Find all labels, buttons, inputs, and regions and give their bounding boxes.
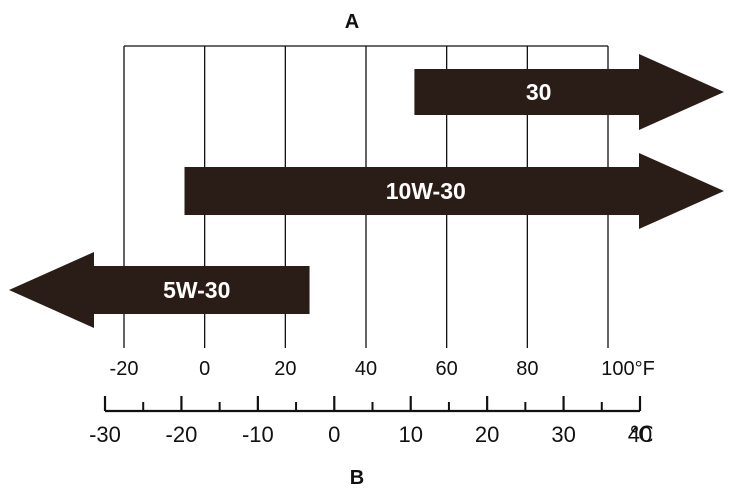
fahrenheit-tick-label: 0 (199, 358, 210, 380)
grade-bands: 30 10W-30 5W-30 (9, 54, 724, 328)
band-arrow (414, 54, 724, 130)
band-arrow (184, 153, 724, 229)
celsius-tick-label: -30 (89, 422, 121, 447)
band-label: 30 (526, 79, 552, 105)
footer-label: B (350, 467, 364, 489)
celsius-tick-label: 40 (628, 422, 652, 447)
celsius-axis: -30 -20 -10 0 10 20 30 40 (89, 396, 652, 447)
fahrenheit-tick-label: 100°F (601, 358, 655, 380)
celsius-unit-label: ℃ (629, 422, 654, 447)
band-label: 10W-30 (386, 178, 466, 204)
celsius-tick-label: 20 (475, 422, 499, 447)
fahrenheit-tick-label: 80 (516, 358, 538, 380)
fahrenheit-tick-label: 20 (274, 358, 296, 380)
fahrenheit-tick-labels: -20 0 20 40 60 80 100°F (110, 358, 655, 380)
fahrenheit-tick-label: 40 (355, 358, 377, 380)
celsius-tick-label: 10 (398, 422, 422, 447)
fahrenheit-tick-label: 60 (436, 358, 458, 380)
celsius-tick-label: -10 (242, 422, 274, 447)
band-arrow (9, 252, 310, 328)
fahrenheit-tick-label: -20 (110, 358, 139, 380)
celsius-tick-label: 30 (551, 422, 575, 447)
band-label: 5W-30 (163, 277, 230, 303)
celsius-tick-label: 0 (328, 422, 340, 447)
celsius-tick-label: -20 (166, 422, 198, 447)
chart-title: A (345, 11, 359, 33)
